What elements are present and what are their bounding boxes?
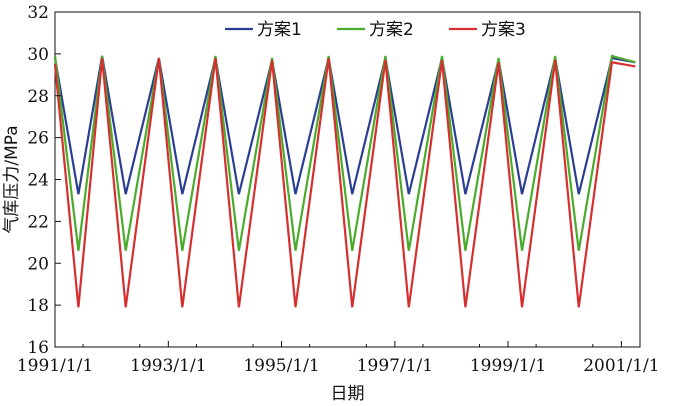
- x-tick-label: 1999/1/1: [470, 356, 546, 376]
- y-tick-label: 20: [27, 254, 49, 274]
- legend-label-2: 方案2: [369, 20, 414, 40]
- legend: 方案1 方案2 方案3: [225, 20, 526, 40]
- series-line-2: [53, 54, 636, 251]
- y-tick-label: 24: [27, 171, 49, 191]
- y-tick-label: 28: [27, 87, 49, 107]
- y-tick-label: 26: [27, 129, 49, 149]
- series-line-3: [53, 57, 636, 308]
- series-line-1: [53, 55, 636, 195]
- y-axis-title: 气库压力/MPa: [2, 125, 22, 233]
- axes: 16 18 20 22 24 26 28 30 32 1991/1/1 1993/1/1 1995/1…: [17, 3, 660, 376]
- legend-label-3: 方案3: [481, 20, 526, 40]
- series-lines: [53, 54, 636, 308]
- x-axis-title: 日期: [331, 384, 365, 404]
- y-tick-label: 32: [27, 3, 49, 23]
- legend-label-1: 方案1: [257, 20, 302, 40]
- y-tick-label: 18: [27, 296, 49, 316]
- y-tick-label: 22: [27, 212, 49, 232]
- x-tick-label: 1993/1/1: [130, 356, 206, 376]
- x-tick-label: 2001/1/1: [583, 356, 659, 376]
- x-tick-label: 1997/1/1: [357, 356, 433, 376]
- y-tick-label: 30: [27, 45, 49, 65]
- y-tick-label: 16: [27, 338, 49, 358]
- x-tick-label: 1991/1/1: [17, 356, 93, 376]
- x-tick-label: 1995/1/1: [243, 356, 319, 376]
